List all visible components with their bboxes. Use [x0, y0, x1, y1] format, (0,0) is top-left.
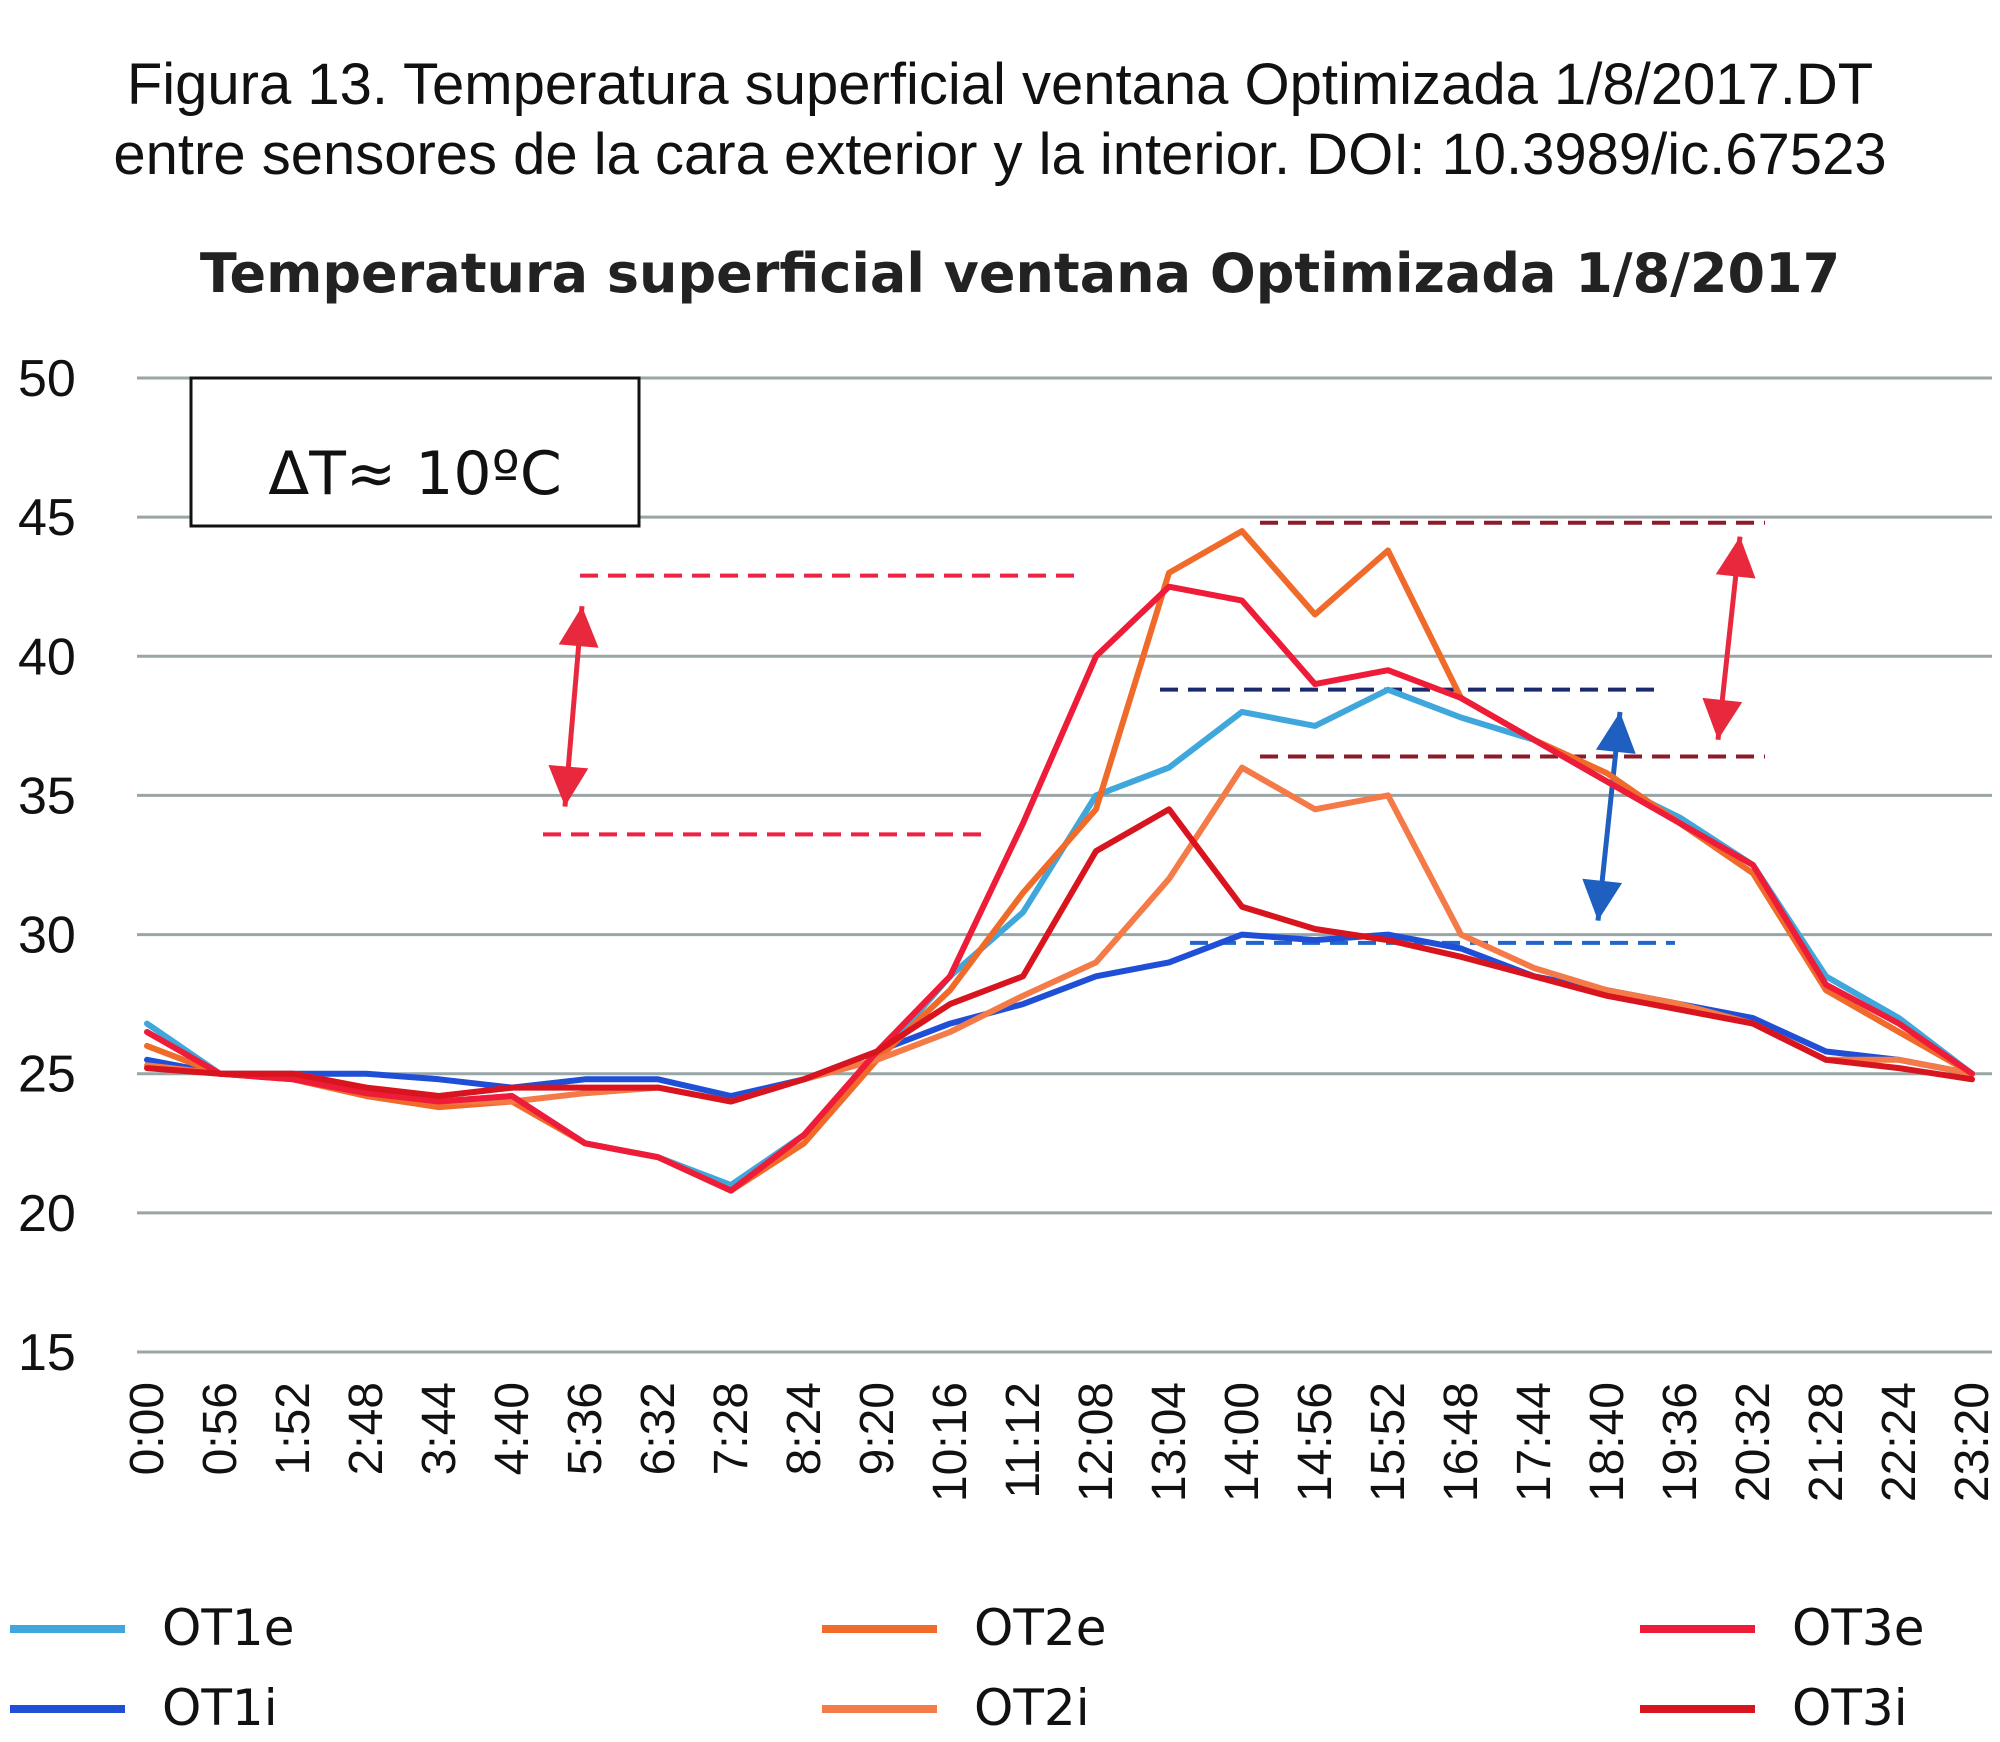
x-tick-label: 18:40 — [1581, 1382, 1634, 1502]
legend-item-OT2e: OT2e — [822, 1599, 1106, 1657]
x-tick-label: 7:28 — [705, 1382, 758, 1475]
delta-arrow-right-head-end — [1702, 697, 1743, 740]
legend-label: OT3i — [1792, 1679, 1908, 1737]
x-tick-label: 2:48 — [340, 1382, 393, 1475]
x-tick-label: 10:16 — [924, 1382, 977, 1502]
chart-title: Temperatura superficial ventana Optimiza… — [200, 242, 1840, 305]
x-tick-label: 8:24 — [778, 1382, 831, 1475]
x-tick-label: 3:44 — [413, 1382, 466, 1475]
legend-item-OT3i: OT3i — [1640, 1679, 1908, 1737]
y-tick-label: 35 — [18, 767, 76, 825]
x-tick-label: 0:56 — [194, 1382, 247, 1475]
x-tick-label: 4:40 — [486, 1382, 539, 1475]
y-tick-label: 45 — [18, 489, 76, 547]
x-tick-label: 23:20 — [1946, 1382, 1999, 1502]
x-tick-label: 0:00 — [121, 1382, 174, 1475]
legend-label: OT1e — [162, 1599, 294, 1657]
legend-item-OT3e: OT3e — [1640, 1599, 1924, 1657]
series-line-OT1e — [144, 686, 1975, 1188]
x-tick-label: 14:00 — [1216, 1382, 1269, 1502]
reference-guides — [543, 520, 1765, 945]
legend: OT1e OT2e OT3e OT1i OT2i OT3i — [10, 1599, 1924, 1737]
x-tick-label: 16:48 — [1435, 1382, 1488, 1502]
y-tick-label: 15 — [18, 1324, 76, 1382]
delta-annotation-label: ΔT≈ 10ºC — [268, 439, 562, 509]
series-lines — [144, 528, 1975, 1194]
y-tick-label: 40 — [18, 628, 76, 686]
y-tick-label: 50 — [18, 350, 76, 408]
delta-arrow-left-head-end — [548, 765, 589, 807]
delta-arrow-blue-head-start — [1595, 711, 1636, 754]
y-axis-ticks: 15 20 25 30 35 40 45 50 — [18, 350, 76, 1382]
legend-item-OT1i: OT1i — [10, 1679, 278, 1737]
y-tick-label: 30 — [18, 907, 76, 965]
series-line-OT3e — [144, 583, 1975, 1194]
x-tick-label: 21:28 — [1800, 1382, 1853, 1502]
caption-line-1: Figura 13. Temperatura superficial venta… — [126, 52, 1874, 117]
x-tick-label: 20:32 — [1727, 1382, 1780, 1502]
legend-item-OT2i: OT2i — [822, 1679, 1090, 1737]
delta-arrow-right — [1702, 536, 1756, 741]
x-axis-ticks: 0:00 0:56 1:52 2:48 3:44 4:40 5:36 6:32 7:28 8:24… — [121, 1382, 1999, 1502]
legend-label: OT3e — [1792, 1599, 1924, 1657]
delta-annotation-box — [189, 376, 641, 528]
x-tick-label: 15:52 — [1362, 1382, 1415, 1502]
x-tick-label: 5:36 — [559, 1382, 612, 1475]
figure-caption: Figura 13. Temperatura superficial venta… — [0, 50, 2000, 190]
y-tick-label: 20 — [18, 1185, 76, 1243]
x-tick-label: 1:52 — [267, 1382, 320, 1475]
x-tick-label: 17:44 — [1508, 1382, 1561, 1502]
delta-arrow-blue-head-end — [1582, 878, 1623, 921]
x-tick-label: 6:32 — [632, 1382, 685, 1475]
delta-arrow-left-head-start — [558, 606, 599, 648]
legend-label: OT1i — [162, 1679, 278, 1737]
x-tick-label: 14:56 — [1289, 1382, 1342, 1502]
delta-annotation: ΔT≈ 10ºC — [189, 376, 641, 528]
x-tick-label: 12:08 — [1070, 1382, 1123, 1502]
y-tick-label: 25 — [18, 1046, 76, 1104]
series-line-OT3i — [144, 806, 1975, 1105]
delta-arrow-right-head-start — [1715, 536, 1756, 579]
x-tick-label: 19:36 — [1654, 1382, 1707, 1502]
x-tick-label: 9:20 — [851, 1382, 904, 1475]
x-tick-label: 22:24 — [1873, 1382, 1926, 1502]
x-tick-label: 11:12 — [997, 1382, 1050, 1499]
delta-arrow-left — [548, 605, 599, 807]
legend-item-OT1e: OT1e — [10, 1599, 294, 1657]
x-tick-label: 13:04 — [1143, 1382, 1196, 1502]
legend-label: OT2i — [974, 1679, 1090, 1737]
legend-label: OT2e — [974, 1599, 1106, 1657]
delta-arrow-blue — [1582, 711, 1636, 921]
caption-line-2: entre sensores de la cara exterior y la … — [113, 122, 1887, 187]
